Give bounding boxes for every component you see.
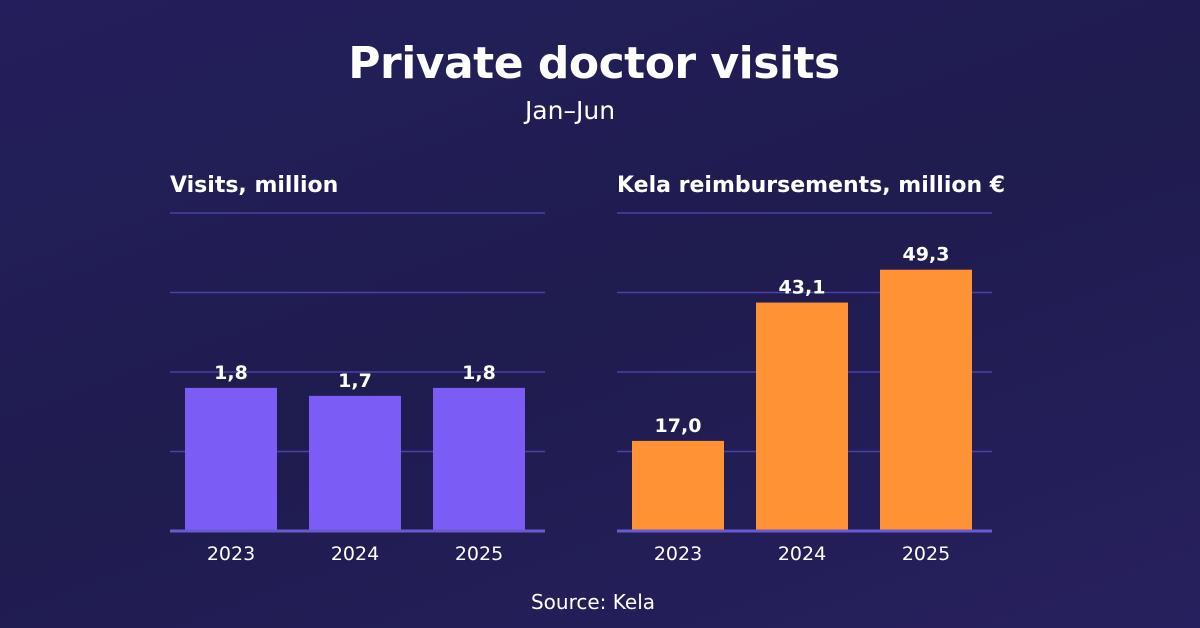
- reimbursements-bar-2023: [632, 440, 724, 531]
- source-note: Source: Kela: [530, 590, 656, 614]
- chart-title: Private doctor visits: [348, 38, 840, 89]
- visits-bar-2023: [185, 387, 277, 531]
- reimbursements-bar-2024: [756, 302, 848, 531]
- visits-bar-2025: [433, 387, 525, 531]
- visits-value-label-2024: 1,7: [338, 370, 372, 392]
- visits-tick-label-2023: 2023: [207, 543, 255, 565]
- reimbursements-tick-label-2023: 2023: [654, 543, 702, 565]
- visits-value-label-2023: 1,8: [214, 362, 248, 384]
- visits-panel-title: Visits, million: [170, 173, 339, 198]
- reimbursements-bar-2025: [880, 269, 972, 531]
- chart-subtitle: Jan–Jun: [524, 96, 616, 125]
- reimbursements-value-label-2024: 43,1: [779, 277, 826, 299]
- reimbursements-panel-title: Kela reimbursements, million €: [617, 173, 1006, 198]
- reimbursements-value-label-2023: 17,0: [655, 415, 702, 437]
- visits-bar-2024: [309, 395, 401, 531]
- reimbursements-tick-label-2025: 2025: [902, 543, 950, 565]
- visits-tick-label-2024: 2024: [331, 543, 379, 565]
- reimbursements-tick-label-2024: 2024: [778, 543, 826, 565]
- reimbursements-value-label-2025: 49,3: [903, 244, 950, 266]
- visits-tick-label-2025: 2025: [455, 543, 503, 565]
- visits-value-label-2025: 1,8: [462, 362, 496, 384]
